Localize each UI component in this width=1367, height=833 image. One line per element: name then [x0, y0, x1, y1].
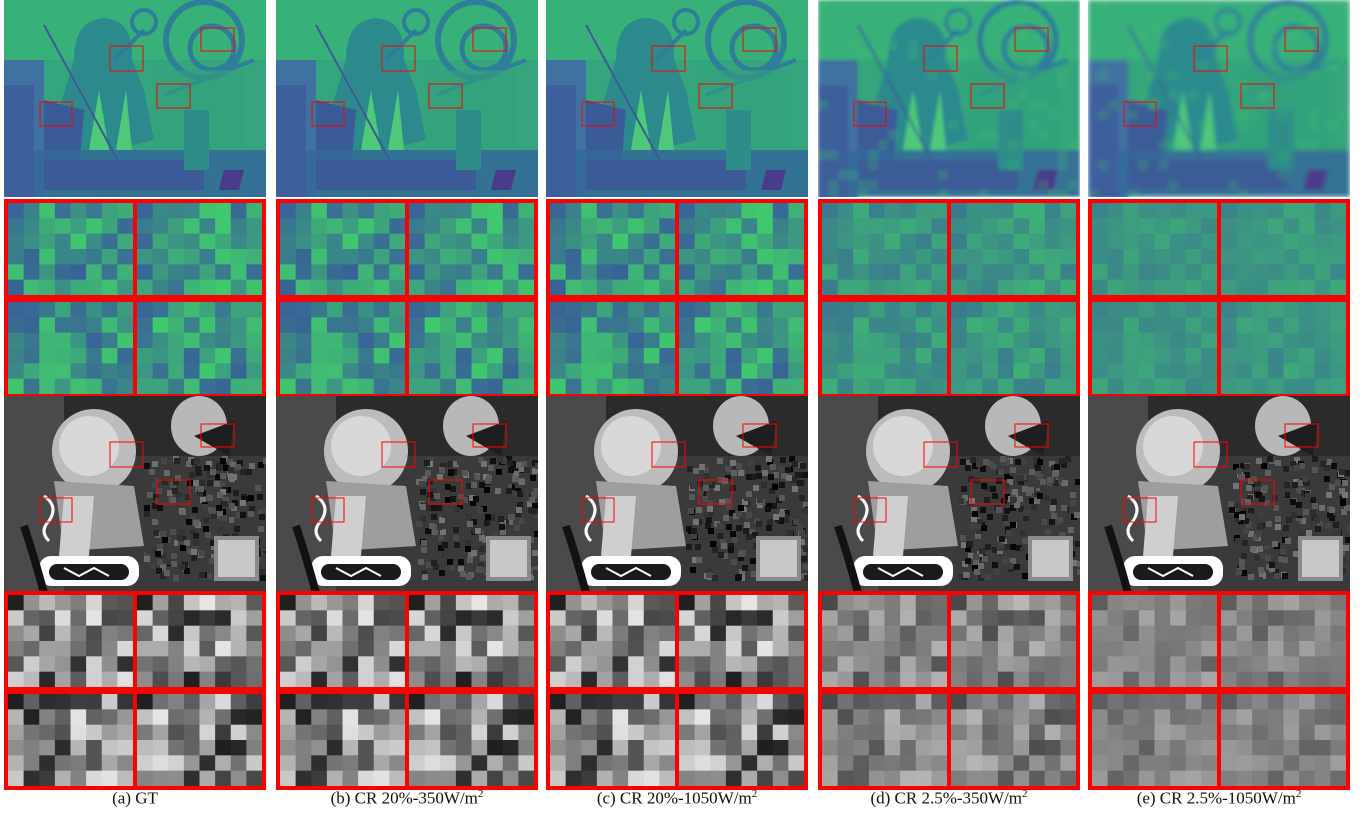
depth-zoom-2-d [818, 298, 1080, 398]
intensity-zoom-2-b [276, 690, 538, 790]
intensity-zoom-2-e [1088, 690, 1350, 790]
intensity-zoom-2-a [4, 690, 266, 790]
depth-zoom-1-b [276, 199, 538, 299]
caption-b: (b) CR 20%-350W/m2 [276, 788, 538, 809]
caption-unit: W/m [717, 788, 752, 808]
caption-c: (c) CR 20%-1050W/m2 [546, 788, 808, 809]
depth-zoom-2-a-left-crop [8, 302, 133, 394]
figure-column-a: (a) GT [4, 0, 266, 808]
intensity-image-c [546, 396, 808, 593]
intensity-zoom-2-c-left-crop [550, 694, 675, 786]
intensity-zoom-1-c-right-crop [679, 595, 804, 687]
depth-zoom-1-a [4, 199, 266, 299]
figure-column-d: (d) CR 2.5%-350W/m2 [818, 0, 1080, 808]
depth-zoom-1-e [1088, 199, 1350, 299]
intensity-zoom-1-d [818, 591, 1080, 691]
figure-column-c: (c) CR 20%-1050W/m2 [546, 0, 808, 808]
intensity-zoom-1-b-right-crop [409, 595, 534, 687]
depth-zoom-2-c-left-crop [550, 302, 675, 394]
depth-zoom-1-d [818, 199, 1080, 299]
intensity-zoom-1-e [1088, 591, 1350, 691]
intensity-zoom-1-e-left-crop [1092, 595, 1217, 687]
depth-zoom-2-e [1088, 298, 1350, 398]
intensity-zoom-2-b-right-crop [409, 694, 534, 786]
intensity-zoom-1-e-right-crop [1221, 595, 1346, 687]
depth-zoom-1-d-right-crop [951, 203, 1076, 295]
depth-zoom-2-d-right-crop [951, 302, 1076, 394]
depth-zoom-2-b-right-crop [409, 302, 534, 394]
intensity-zoom-1-d-left-crop [822, 595, 947, 687]
intensity-image-a [4, 396, 266, 593]
intensity-zoom-2-d-left-crop [822, 694, 947, 786]
caption-superscript: 2 [1022, 788, 1028, 800]
depth-zoom-1-a-left-crop [8, 203, 133, 295]
depth-image-c [546, 0, 808, 197]
caption-text: (c) CR 20%-1050 [596, 788, 718, 808]
caption-unit: W/m [443, 788, 478, 808]
caption-e: (e) CR 2.5%-1050W/m2 [1088, 788, 1350, 809]
depth-zoom-1-b-right-crop [409, 203, 534, 295]
intensity-zoom-2-d [818, 690, 1080, 790]
depth-zoom-1-c-right-crop [679, 203, 804, 295]
intensity-image-d [818, 396, 1080, 593]
caption-unit: W/m [1261, 788, 1296, 808]
intensity-image-e [1088, 396, 1350, 593]
depth-zoom-2-e-left-crop [1092, 302, 1217, 394]
depth-zoom-1-c-left-crop [550, 203, 675, 295]
intensity-zoom-1-a [4, 591, 266, 691]
caption-text: (d) CR 2.5%-350 [870, 788, 989, 808]
depth-image-d [818, 0, 1080, 197]
depth-zoom-1-b-left-crop [280, 203, 405, 295]
intensity-zoom-2-b-left-crop [280, 694, 405, 786]
depth-zoom-1-e-right-crop [1221, 203, 1346, 295]
figure-column-e: (e) CR 2.5%-1050W/m2 [1088, 0, 1350, 808]
intensity-zoom-2-a-right-crop [137, 694, 262, 786]
intensity-zoom-2-e-right-crop [1221, 694, 1346, 786]
depth-zoom-2-d-left-crop [822, 302, 947, 394]
intensity-zoom-1-c-left-crop [550, 595, 675, 687]
intensity-zoom-1-d-right-crop [951, 595, 1076, 687]
caption-text: (a) GT [112, 788, 158, 808]
intensity-zoom-1-a-right-crop [137, 595, 262, 687]
depth-zoom-1-a-right-crop [137, 203, 262, 295]
depth-zoom-2-c [546, 298, 808, 398]
caption-superscript: 2 [1295, 788, 1302, 800]
caption-unit: W/m [988, 788, 1023, 808]
depth-image-a [4, 0, 266, 197]
depth-image-e [1088, 0, 1350, 197]
intensity-image-b [276, 396, 538, 593]
caption-a: (a) GT [4, 788, 266, 809]
depth-zoom-1-e-left-crop [1092, 203, 1217, 295]
intensity-zoom-1-b [276, 591, 538, 691]
intensity-zoom-2-c-right-crop [679, 694, 804, 786]
depth-zoom-2-c-right-crop [679, 302, 804, 394]
caption-text: (b) CR 20%-350 [330, 788, 444, 808]
depth-image-b [276, 0, 538, 197]
intensity-zoom-1-a-left-crop [8, 595, 133, 687]
depth-zoom-1-c [546, 199, 808, 299]
caption-superscript: 2 [751, 788, 758, 800]
depth-zoom-2-b [276, 298, 538, 398]
intensity-zoom-1-b-left-crop [280, 595, 405, 687]
caption-d: (d) CR 2.5%-350W/m2 [818, 788, 1080, 809]
depth-zoom-2-a-right-crop [137, 302, 262, 394]
depth-zoom-2-a [4, 298, 266, 398]
intensity-zoom-2-e-left-crop [1092, 694, 1217, 786]
intensity-zoom-2-c [546, 690, 808, 790]
caption-superscript: 2 [477, 788, 484, 800]
intensity-zoom-2-d-right-crop [951, 694, 1076, 786]
intensity-zoom-1-c [546, 591, 808, 691]
intensity-zoom-2-a-left-crop [8, 694, 133, 786]
figure-column-b: (b) CR 20%-350W/m2 [276, 0, 538, 808]
depth-zoom-2-b-left-crop [280, 302, 405, 394]
depth-zoom-1-d-left-crop [822, 203, 947, 295]
depth-zoom-2-e-right-crop [1221, 302, 1346, 394]
caption-text: (e) CR 2.5%-1050 [1136, 788, 1262, 808]
